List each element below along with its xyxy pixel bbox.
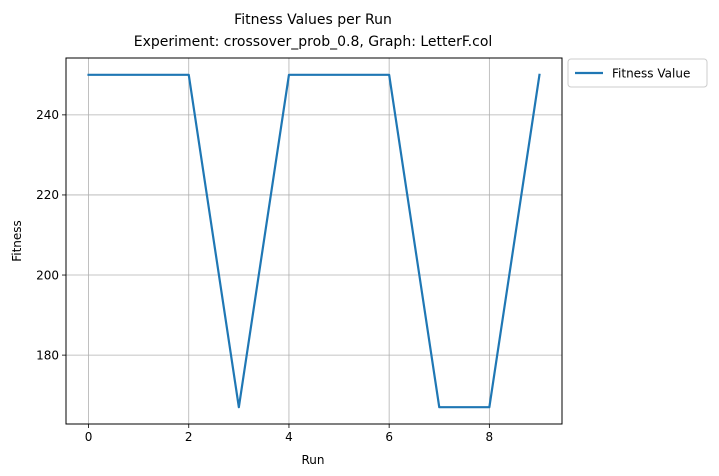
x-axis-ticks: 0 2 4 6 8 xyxy=(85,424,493,444)
chart-title-line1: Fitness Values per Run xyxy=(234,12,392,28)
grid xyxy=(66,58,562,424)
y-axis-ticks: 180 200 220 240 xyxy=(36,108,66,362)
y-tick-label: 200 xyxy=(36,268,59,282)
plot-frame xyxy=(65,57,563,425)
legend-label-fitness-value: Fitness Value xyxy=(612,67,690,81)
legend: Fitness Value xyxy=(567,58,708,88)
series-line-fitness-value xyxy=(87,73,541,409)
y-axis-label: Fitness xyxy=(10,220,24,262)
x-tick-label: 0 xyxy=(85,430,93,444)
legend-box xyxy=(567,58,708,88)
series-group xyxy=(87,73,541,409)
y-tick-label: 180 xyxy=(36,348,59,362)
x-tick-label: 4 xyxy=(285,430,293,444)
x-tick-label: 2 xyxy=(185,430,193,444)
x-tick-label: 8 xyxy=(486,430,494,444)
x-axis-label: Run xyxy=(301,453,324,467)
x-tick-label: 6 xyxy=(385,430,393,444)
y-tick-label: 240 xyxy=(36,108,59,122)
y-tick-label: 220 xyxy=(36,188,59,202)
chart-title-line2: Experiment: crossover_prob_0.8, Graph: L… xyxy=(134,34,493,50)
